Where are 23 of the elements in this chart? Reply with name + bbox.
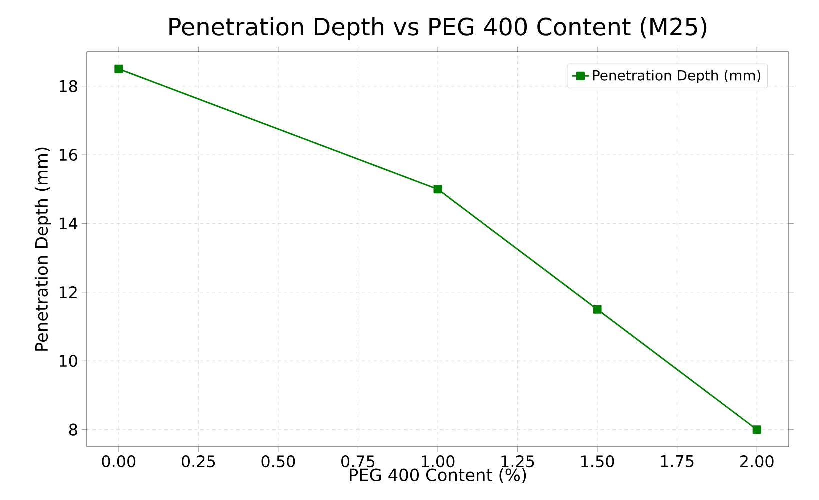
legend-label: Penetration Depth (mm) (593, 70, 761, 84)
point (114, 64, 124, 74)
point (593, 305, 602, 314)
x-tick-label: 2.00 (740, 456, 774, 468)
point (752, 426, 762, 434)
x-tick-label: 0.50 (262, 456, 296, 468)
x-tick-label: 0.25 (182, 456, 216, 468)
y-axis-title: Penetration Depth (mm) (34, 148, 52, 351)
point (434, 185, 442, 194)
x-axis-title: PEG 400 Content (%) (350, 468, 526, 484)
y-tick-label: 10 (60, 355, 78, 368)
x-tick-label: 1.25 (502, 456, 534, 468)
y-tick-label: 18 (60, 80, 78, 92)
chart-title: Penetration Depth vs PEG 400 Content (M25) (170, 17, 707, 40)
x-tick-label: 0.00 (102, 456, 136, 468)
y-tick-label: 12 (60, 286, 77, 298)
x-tick-label: 1.50 (582, 456, 614, 468)
x-tick-label: 0.75 (342, 456, 375, 468)
x-tick-label: 1.00 (422, 456, 455, 468)
x-tick-label: 1.75 (661, 456, 694, 468)
y-tick-label: 14 (60, 218, 78, 230)
y-tick-label: 16 (60, 149, 78, 162)
y-tick-label: 8 (69, 424, 78, 436)
